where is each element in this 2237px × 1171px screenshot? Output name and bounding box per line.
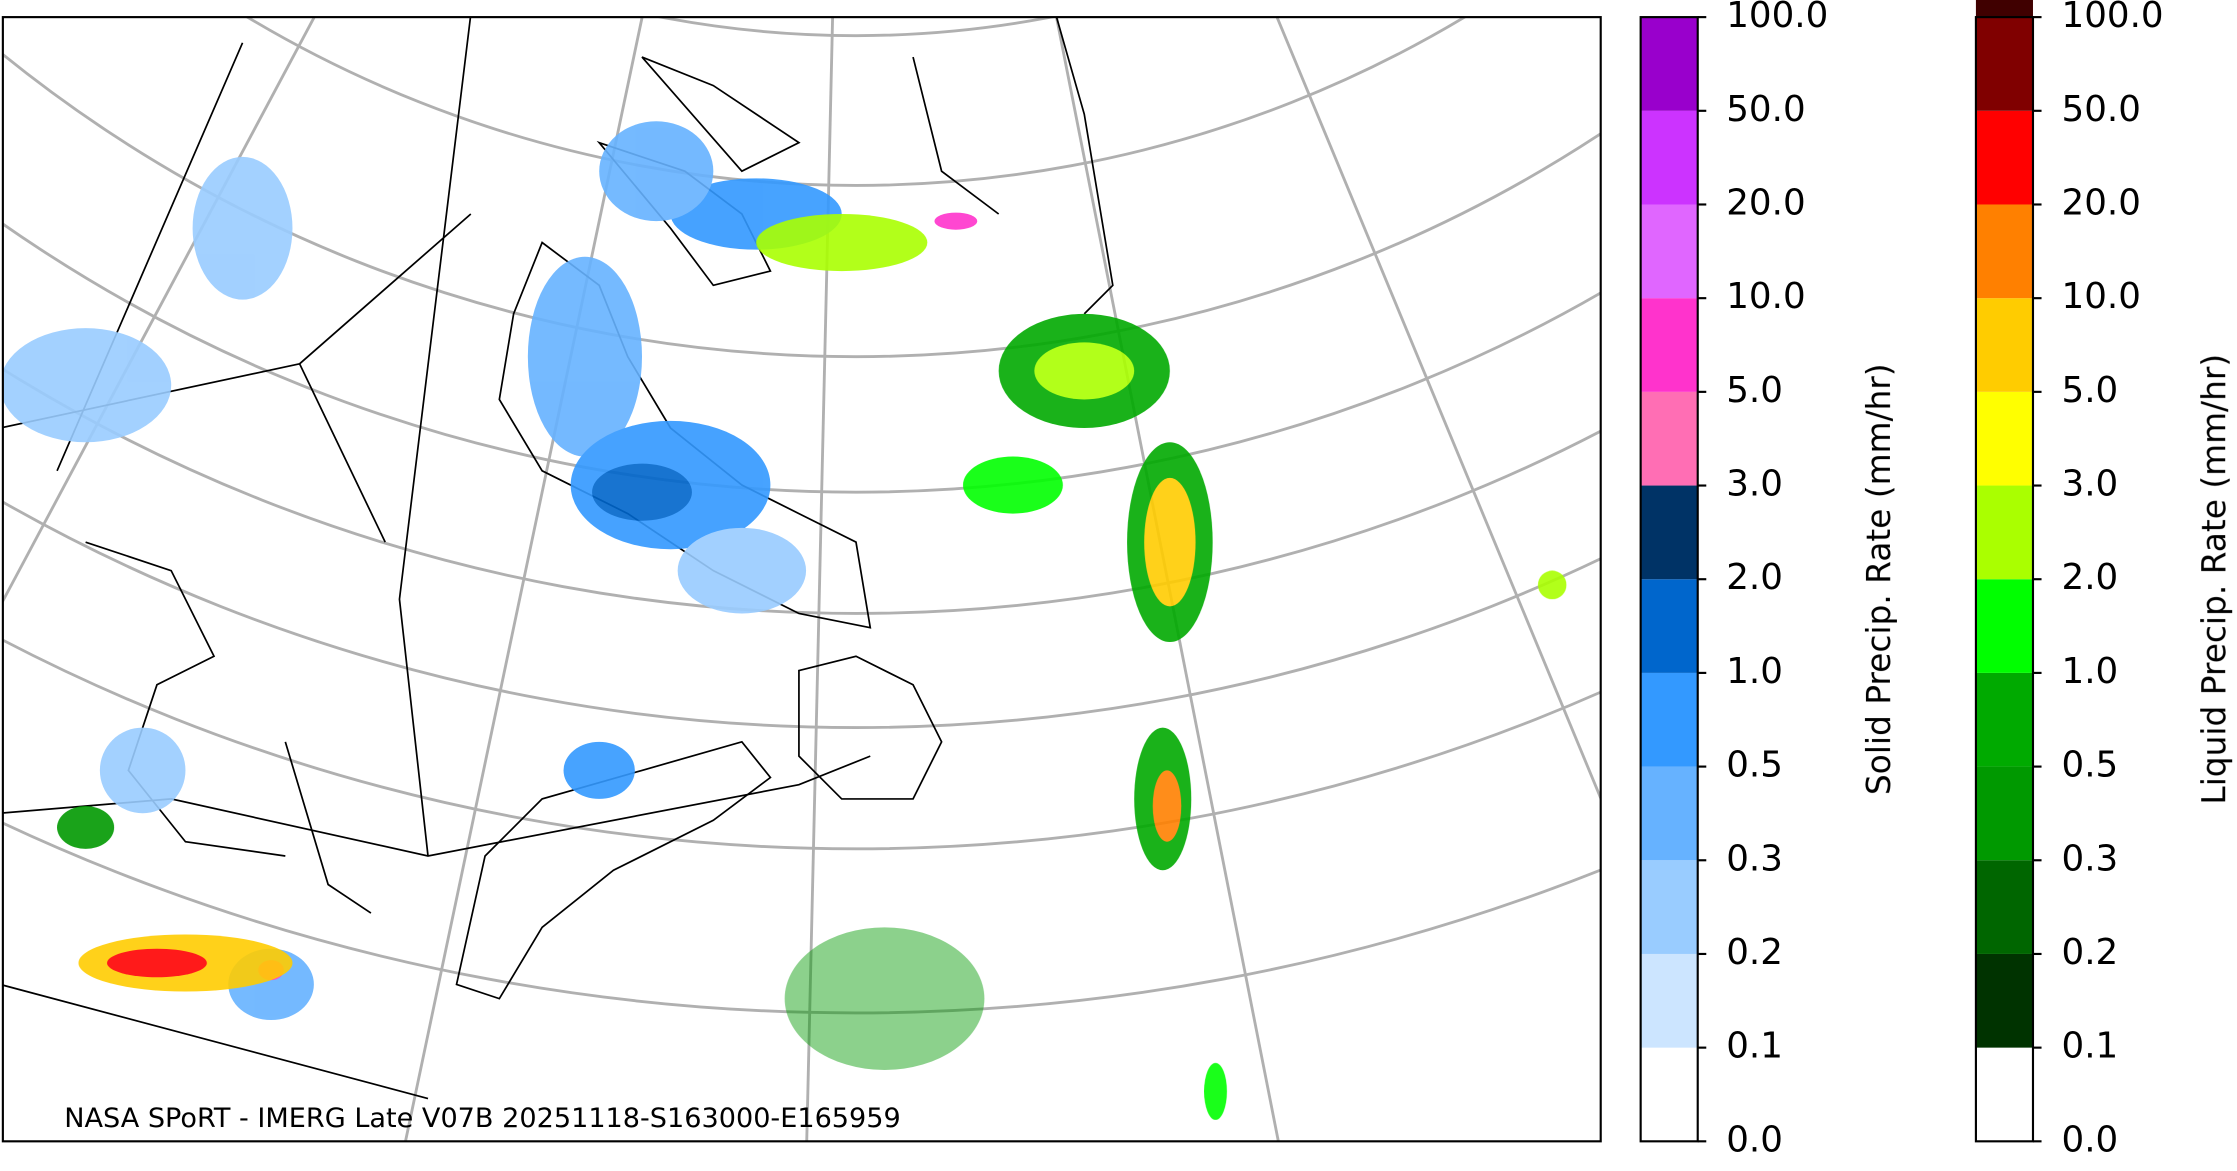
colorbar-segment [1975,204,2033,299]
colorbar-segment [1975,110,2033,205]
colorbar-segment [1640,391,1698,486]
colorbar-segment [1640,766,1698,861]
colorbar-tick-label: 10.0 [2062,276,2141,317]
colorbar-tick-label: 0.3 [1726,838,1783,879]
colorbar-segment [1640,953,1698,1048]
colorbar-tick-label: 2.0 [1726,557,1783,598]
colorbar-tick-label: 20.0 [2062,182,2141,223]
colorbar-tick-label: 50.0 [1726,89,1805,130]
colorbar-tick-label: 5.0 [2062,370,2119,411]
colorbar-tick-label: 3.0 [1726,464,1783,505]
colorbar-tick-label: 0.2 [2062,932,2119,973]
colorbar-segment [1975,860,2033,954]
precip-liquid [57,213,1567,1120]
colorbar-tick-label: 1.0 [2062,651,2119,692]
colorbar-segment [1975,17,2033,111]
colorbar-label: Liquid Precip. Rate (mm/hr) [2195,354,2233,805]
colorbar-segment [1975,579,2033,673]
colorbar-tick-label: 2.0 [2062,557,2119,598]
colorbar-segment [1640,485,1698,580]
colorbar-segment [1640,110,1698,205]
colorbar-segment [1975,953,2033,1048]
colorbar-segment [1975,672,2033,767]
colorbar-tick-label: 1.0 [1726,651,1783,692]
colorbar-segment [1640,672,1698,767]
colorbar-tick-label: 100.0 [2062,0,2164,36]
colorbar-tick-label: 0.2 [1726,932,1783,973]
colorbar-tick-label: 0.0 [1726,1119,1783,1160]
colorbar-tick-label: 50.0 [2062,89,2141,130]
footer: NASA SPoRT - IMERG Late V07B 20251118-S1… [64,1103,901,1134]
colorbar-segment [1640,860,1698,954]
colorbar-segment [1975,485,2033,580]
colorbar-segment [1975,391,2033,486]
colorbar-segment [1640,579,1698,673]
colorbar-tick-label: 0.1 [2062,1026,2119,1067]
colorbar-segment [1975,1047,2033,1142]
colorbar-segment [1975,298,2033,392]
colorbar-tick-label: 0.3 [2062,838,2119,879]
colorbar-tick-label: 0.5 [1726,745,1783,786]
coastlines [2,17,1114,1100]
colorbar-tick-label: 0.1 [1726,1026,1783,1067]
colorbar-segment [1975,0,2033,18]
colorbar-tick-label: 100.0 [1726,0,1828,36]
colorbar-tick-label: 10.0 [1726,276,1805,317]
colorbar-tick-label: 3.0 [2062,464,2119,505]
colorbar-tick-label: 20.0 [1726,182,1805,223]
colorbar-segment [1640,298,1698,392]
colorbar-tick-label: 5.0 [1726,370,1783,411]
colorbar-segment [1640,204,1698,299]
colorbar-segment [1640,17,1698,111]
map-frame [1,16,1602,1143]
colorbar-tick-label: 0.5 [2062,745,2119,786]
colorbar-label: Solid Precip. Rate (mm/hr) [1860,363,1898,795]
colorbar-segment [1975,766,2033,861]
colorbar-tick-label: 0.0 [2062,1119,2119,1160]
colorbar-segment [1640,1047,1698,1142]
